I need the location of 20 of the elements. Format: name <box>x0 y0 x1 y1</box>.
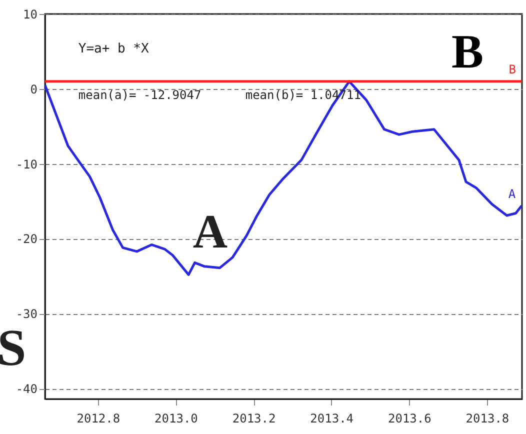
x-tick-label: 2013.6 <box>388 412 432 426</box>
y-tick-label: 0 <box>30 82 38 96</box>
annotation: A <box>192 205 228 258</box>
x-tick-label: 2013.2 <box>232 412 276 426</box>
x-tick-label: 2013.4 <box>310 412 354 426</box>
annotation: B <box>452 25 484 78</box>
line-series <box>45 80 522 276</box>
x-tick-label: 2012.8 <box>76 412 120 426</box>
y-tick-label: -40 <box>16 382 38 396</box>
annotation: mean(a)= -12.9047 <box>78 88 202 102</box>
series-label: A <box>508 186 516 201</box>
text: S <box>0 320 26 377</box>
y-tick-label: -20 <box>16 232 38 246</box>
y-tick-label: -30 <box>16 307 38 322</box>
y-tick-label: -10 <box>16 157 38 172</box>
y-tick-label: 10 <box>23 8 38 22</box>
annotation: Y=a+ b *X <box>78 42 150 57</box>
x-tick-label: 2013.8 <box>466 412 510 426</box>
series-label: B <box>508 62 516 76</box>
x-tick-label: 2013.0 <box>154 412 198 426</box>
